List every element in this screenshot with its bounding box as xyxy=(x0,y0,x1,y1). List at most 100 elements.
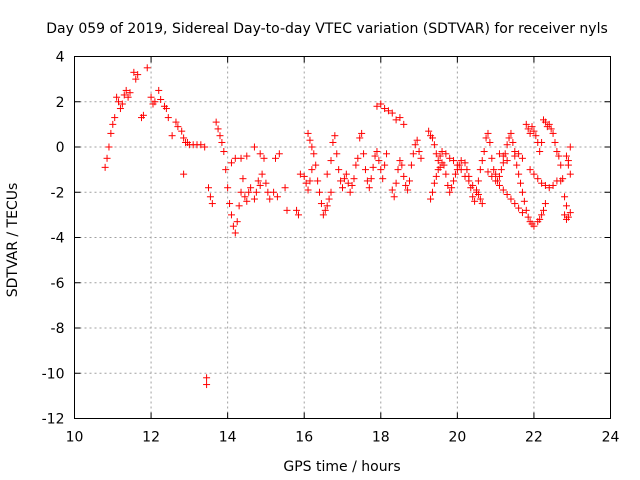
data-point xyxy=(530,170,538,178)
data-point xyxy=(237,154,245,162)
data-point xyxy=(507,129,515,137)
data-point xyxy=(220,148,228,156)
data-point xyxy=(463,166,471,174)
y-tick-label: -8 xyxy=(51,321,65,337)
y-tick-labels: -12 -10 -8 -6 -4 -2 0 2 4 xyxy=(42,50,65,428)
data-point xyxy=(566,209,574,217)
data-point xyxy=(551,138,559,146)
data-point xyxy=(549,129,557,137)
data-point xyxy=(478,200,486,208)
data-point xyxy=(495,172,503,180)
data-point xyxy=(511,148,519,156)
data-point xyxy=(373,148,381,156)
data-point xyxy=(247,184,255,192)
data-point xyxy=(561,193,569,201)
data-point xyxy=(425,127,433,135)
data-point xyxy=(155,86,163,94)
data-point xyxy=(329,138,337,146)
data-point xyxy=(476,195,484,203)
data-point xyxy=(524,125,532,133)
data-point xyxy=(363,177,371,185)
data-point xyxy=(383,150,391,158)
data-point xyxy=(518,188,526,196)
data-point xyxy=(396,114,404,122)
data-point xyxy=(526,129,534,137)
data-point xyxy=(484,129,492,137)
data-point xyxy=(214,125,222,133)
data-point xyxy=(296,170,304,178)
data-point xyxy=(457,157,465,165)
data-point xyxy=(530,127,538,135)
data-point xyxy=(407,161,415,169)
data-point xyxy=(197,141,205,149)
data-point xyxy=(333,150,341,158)
grid-lines xyxy=(74,56,611,419)
data-point xyxy=(319,211,327,219)
data-point xyxy=(103,154,111,162)
data-point xyxy=(409,150,417,158)
data-point xyxy=(361,166,369,174)
x-tick-label: 18 xyxy=(372,430,390,446)
data-point xyxy=(381,105,389,113)
data-point xyxy=(522,120,530,128)
data-point xyxy=(526,166,534,174)
data-point xyxy=(518,154,526,162)
data-point xyxy=(392,116,400,124)
data-point xyxy=(513,161,521,169)
data-point xyxy=(302,179,310,187)
data-point xyxy=(342,170,350,178)
data-point xyxy=(461,159,469,167)
x-tick-label: 16 xyxy=(295,430,313,446)
data-point xyxy=(480,148,488,156)
data-point xyxy=(231,229,239,237)
data-point xyxy=(517,179,525,187)
data-point xyxy=(469,193,477,201)
data-point xyxy=(164,114,172,122)
data-point xyxy=(335,166,343,174)
data-point xyxy=(427,195,435,203)
data-point xyxy=(538,179,546,187)
data-point xyxy=(337,177,345,185)
data-point xyxy=(124,93,132,101)
data-point xyxy=(306,136,314,144)
x-axis-label: GPS time / hours xyxy=(283,459,400,475)
data-point xyxy=(482,134,490,142)
data-point xyxy=(356,134,364,142)
data-point xyxy=(270,188,278,196)
data-point xyxy=(503,191,511,199)
data-point xyxy=(237,188,245,196)
data-point xyxy=(344,179,352,187)
data-point xyxy=(250,143,258,151)
data-point xyxy=(109,120,117,128)
data-point xyxy=(300,172,308,180)
data-point xyxy=(557,161,565,169)
data-point xyxy=(304,129,312,137)
data-point xyxy=(540,206,547,214)
data-point xyxy=(118,100,126,108)
data-point xyxy=(450,157,458,165)
data-point xyxy=(180,170,188,178)
data-point xyxy=(532,132,540,140)
data-point xyxy=(561,211,569,219)
data-point xyxy=(208,200,216,208)
data-point xyxy=(130,68,138,76)
data-point xyxy=(162,105,170,113)
x-tick-label: 24 xyxy=(602,430,620,446)
data-point xyxy=(499,159,507,167)
data-point xyxy=(453,166,461,174)
data-point xyxy=(400,172,408,180)
x-tick-label: 14 xyxy=(219,430,237,446)
chart-title: Day 059 of 2019, Sidereal Day-to-day VTE… xyxy=(46,21,608,37)
data-point xyxy=(564,161,572,169)
data-point xyxy=(250,195,258,203)
data-point xyxy=(381,161,389,169)
data-point xyxy=(113,93,121,101)
data-point xyxy=(515,204,523,212)
data-point xyxy=(358,129,366,137)
data-point xyxy=(260,154,268,162)
data-point xyxy=(390,193,398,201)
data-point xyxy=(235,202,243,210)
y-tick-label: -2 xyxy=(51,185,65,201)
data-point xyxy=(377,100,385,108)
data-point xyxy=(172,118,180,126)
